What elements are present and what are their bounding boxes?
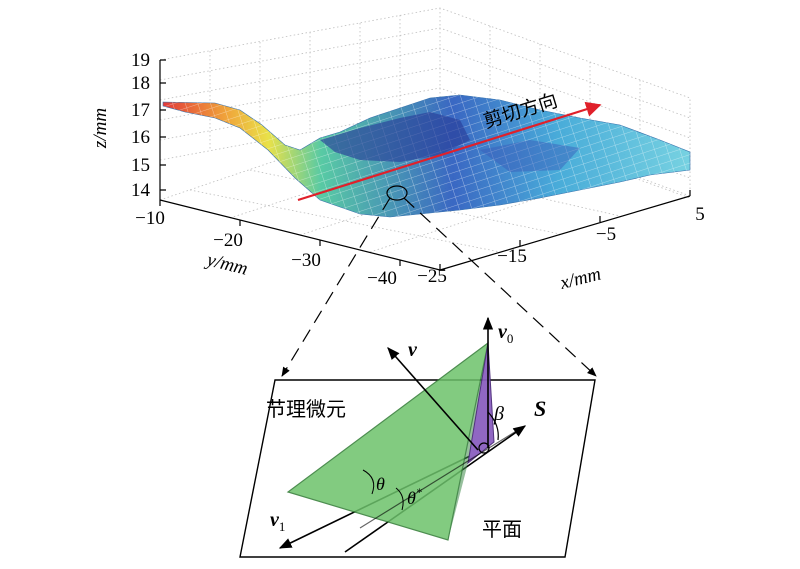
shear-direction-arrow (297, 101, 602, 202)
x-tick-labels: −25 −15 −5 5 (417, 204, 705, 287)
x-tick: −5 (596, 224, 616, 245)
z-tick: 14 (131, 180, 151, 201)
theta-star-label: θ* (407, 485, 422, 508)
beta-arc (487, 411, 499, 441)
v-label: v (408, 339, 418, 361)
x-axis-label: x/mm (557, 263, 603, 294)
v1-label: v1 (270, 509, 285, 534)
z-tick: 18 (131, 73, 150, 94)
theta-star-arc (395, 487, 404, 511)
micro-element-shade (448, 343, 488, 540)
plot-axes (159, 59, 691, 271)
s-label: S (534, 396, 546, 421)
y-tick: −40 (367, 268, 397, 289)
y-tick: −20 (213, 230, 243, 251)
z-tick: 19 (131, 50, 150, 71)
theta-arc (362, 469, 375, 495)
z-tick: 17 (131, 100, 150, 121)
z-tick: 15 (131, 155, 150, 176)
v0-label: v0 (498, 321, 513, 346)
z-axis-label: z/mm (90, 108, 111, 149)
zoom-circle (386, 185, 408, 201)
z-tick-labels: 19 18 17 16 15 14 (131, 50, 151, 201)
s-vector (359, 429, 519, 529)
surface-mesh (162, 94, 691, 218)
plane-label: 平面 (482, 517, 522, 541)
zoom-line-left (281, 197, 391, 377)
y-tick: −30 (291, 250, 321, 271)
x-tick: 5 (695, 204, 705, 225)
z-tick: 16 (131, 127, 150, 148)
y-tick: −10 (135, 208, 165, 229)
x-tick: −15 (497, 246, 527, 267)
beta-label: β (493, 403, 504, 425)
y-axis-label: y/mm (203, 249, 250, 280)
micro-element-label: 节理微元 (266, 397, 346, 421)
x-tick: −25 (417, 266, 447, 287)
v-vector (387, 347, 479, 451)
theta-label: θ (376, 474, 385, 494)
y-tick-labels: −10 −20 −30 −40 (135, 208, 397, 289)
